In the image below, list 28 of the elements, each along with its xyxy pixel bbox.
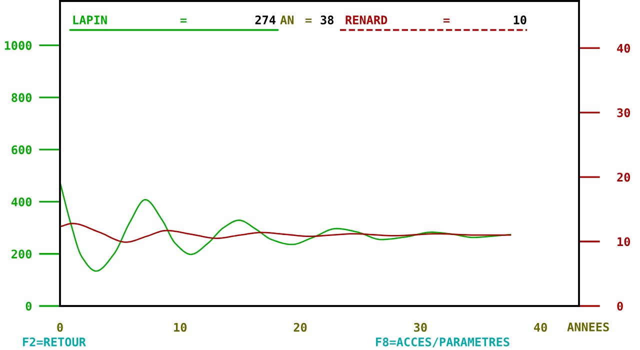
annotation: 274 xyxy=(255,15,276,24)
y-tick-label: 600 xyxy=(12,145,32,154)
text: RENARD xyxy=(346,16,388,24)
y-tick-label: 0 xyxy=(26,302,32,311)
x-tick-label: 20 xyxy=(294,322,307,332)
annotation: 10 xyxy=(514,15,526,24)
y-tick-label: 400 xyxy=(11,197,32,206)
annotation: AN xyxy=(280,16,294,24)
y2-tick-label: 40 xyxy=(617,44,630,53)
text: F2=RETOUR xyxy=(23,337,86,346)
annotation: = xyxy=(306,18,312,23)
annotation: = xyxy=(444,18,450,23)
text: LAPIN xyxy=(73,16,107,24)
y-tick-label: 800 xyxy=(12,93,32,102)
y2-tick-label: 20 xyxy=(617,172,630,182)
y-tick-label: 1000 xyxy=(4,41,32,50)
y2-tick-label: 0 xyxy=(617,302,623,311)
x-tick-label: 10 xyxy=(174,322,187,332)
y2-tick-label: 30 xyxy=(617,108,630,118)
annotation: = xyxy=(180,18,187,23)
x-tick-label: 40 xyxy=(534,322,547,332)
x-tick-label: 0 xyxy=(57,322,63,332)
text: F8=ACCES/PARAMETRES xyxy=(376,337,510,348)
x-axis-title: ANNEES xyxy=(567,322,609,332)
x-tick-label: 30 xyxy=(414,322,427,332)
y-tick-label: 200 xyxy=(12,250,32,259)
y2-tick-label: 10 xyxy=(618,237,630,246)
annotation: 38 xyxy=(320,15,334,24)
